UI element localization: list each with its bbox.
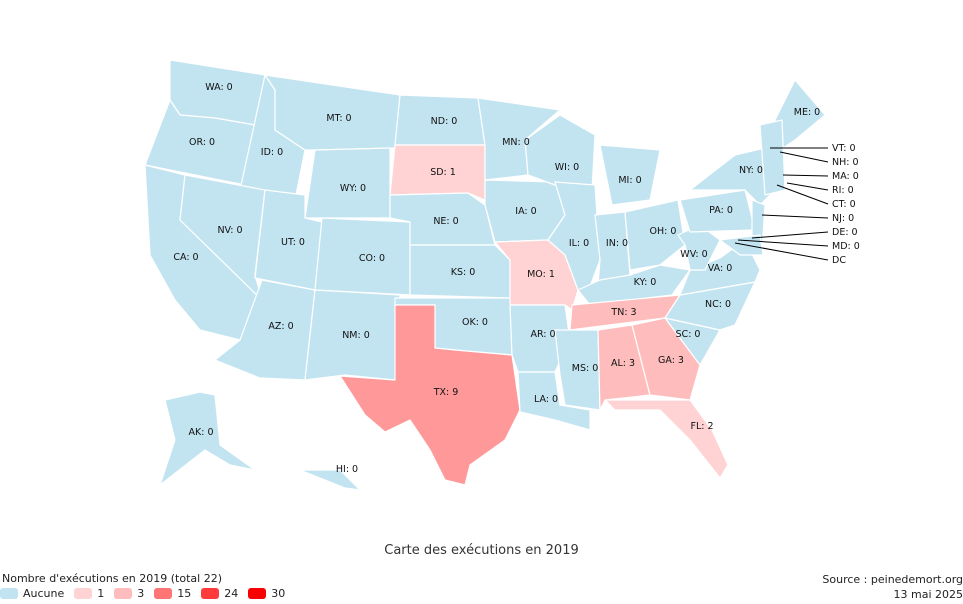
legend-item-24[interactable]: 24 [201,587,238,600]
state-tx[interactable] [339,304,521,486]
state-label-me: ME: 0 [794,107,820,118]
source-date: 13 mai 2025 [893,588,963,601]
state-label-co: CO: 0 [359,253,385,264]
state-ga[interactable] [631,317,701,401]
state-label-wi: WI: 0 [555,162,579,173]
state-ak[interactable] [159,391,256,486]
state-label-pa: PA: 0 [709,205,733,216]
state-label-ga: GA: 3 [658,355,684,366]
callout-label-ri: RI: 0 [832,185,854,196]
state-label-ca: CA: 0 [173,252,198,263]
callout-label-nj: NJ: 0 [832,213,854,224]
state-label-tn: TN: 3 [610,307,636,318]
legend-item-1[interactable]: 1 [74,587,104,600]
state-label-ak: AK: 0 [189,427,214,438]
callout-label-md: MD: 0 [832,241,860,252]
state-label-tx: TX: 9 [433,387,459,398]
state-label-ks: KS: 0 [451,267,476,278]
state-label-ia: IA: 0 [515,206,536,217]
state-md-de[interactable] [719,234,764,256]
callout-label-ct: CT: 0 [832,199,856,210]
state-label-or: OR: 0 [189,137,215,148]
legend-item-30[interactable]: 30 [248,587,285,600]
legend-title: Nombre d'exécutions en 2019 (total 22) [2,572,222,585]
legend-item-none[interactable]: Aucune [0,587,64,600]
legend-swatch [154,588,173,599]
state-label-hi: HI: 0 [336,464,358,475]
state-label-wy: WY: 0 [340,183,366,194]
legend-label: 30 [271,587,286,600]
state-label-ny: NY: 0 [739,165,763,176]
state-label-la: LA: 0 [534,394,558,405]
state-nv[interactable] [179,174,266,301]
state-label-sd: SD: 1 [430,167,456,178]
state-label-nm: NM: 0 [342,330,370,341]
source-credit: Source : peinedemort.org 13 mai 2025 [822,572,963,602]
state-label-nv: NV: 0 [217,225,242,236]
state-label-il: IL: 0 [569,238,589,249]
leader-line-de [751,231,829,239]
state-label-mt: MT: 0 [326,113,351,124]
state-nm[interactable] [304,289,401,381]
state-mi[interactable] [599,144,661,206]
callout-label-vt: VT: 0 [832,143,856,154]
leader-line-nj [761,214,829,219]
state-label-fl: FL: 2 [690,421,713,432]
leader-line-md [737,239,829,247]
state-label-mo: MO: 1 [527,269,555,280]
state-label-wv: WV: 0 [680,249,707,260]
callout-label-de: DE: 0 [832,227,858,238]
state-label-nc: NC: 0 [705,299,731,310]
state-oh[interactable] [624,199,686,271]
state-fl[interactable] [604,399,729,479]
state-label-ky: KY: 0 [634,277,657,288]
callout-label-dc: DC [832,255,846,266]
legend-label: 15 [177,587,192,600]
state-label-ut: UT: 0 [281,237,305,248]
state-label-ne: NE: 0 [433,216,458,227]
state-ms[interactable] [554,329,601,411]
source-text: Source : peinedemort.org [822,573,963,586]
state-hi[interactable] [299,469,361,491]
state-label-wa: WA: 0 [205,82,232,93]
legend-item-15[interactable]: 15 [154,587,191,600]
callout-label-ma: MA: 0 [832,171,859,182]
legend-swatch [114,588,133,599]
legend-item-3[interactable]: 3 [114,587,144,600]
leader-line-nh [779,151,829,163]
state-label-va: VA: 0 [708,263,733,274]
state-label-ar: AR: 0 [530,329,555,340]
legend: Aucune 1 3 15 24 30 [0,587,295,600]
state-label-al: AL: 3 [611,358,635,369]
legend-swatch [248,588,267,599]
state-label-ms: MS: 0 [572,363,599,374]
leader-line-ri [786,182,829,191]
legend-label: Aucune [23,587,65,600]
state-label-id: ID: 0 [261,147,283,158]
callout-label-nh: NH: 0 [832,157,859,168]
state-label-in: IN: 0 [606,238,628,249]
state-label-az: AZ: 0 [268,321,293,332]
leader-line-dc [734,242,829,261]
leader-line-ct [776,184,829,205]
legend-label: 24 [224,587,239,600]
state-sd[interactable] [389,144,486,201]
state-label-mn: MN: 0 [502,137,530,148]
legend-label: 1 [97,587,105,600]
leader-line-ma [782,174,829,177]
map-title: Carte des exécutions en 2019 [384,543,579,558]
legend-swatch [74,588,93,599]
legend-label: 3 [137,587,145,600]
state-label-mi: MI: 0 [618,175,641,186]
state-label-oh: OH: 0 [650,226,677,237]
state-label-ok: OK: 0 [462,317,488,328]
state-label-nd: ND: 0 [431,116,458,127]
legend-swatch [0,588,18,599]
state-ne-small[interactable] [759,119,786,196]
state-label-sc: SC: 0 [676,329,701,340]
state-la[interactable] [517,371,591,431]
legend-swatch [201,588,220,599]
